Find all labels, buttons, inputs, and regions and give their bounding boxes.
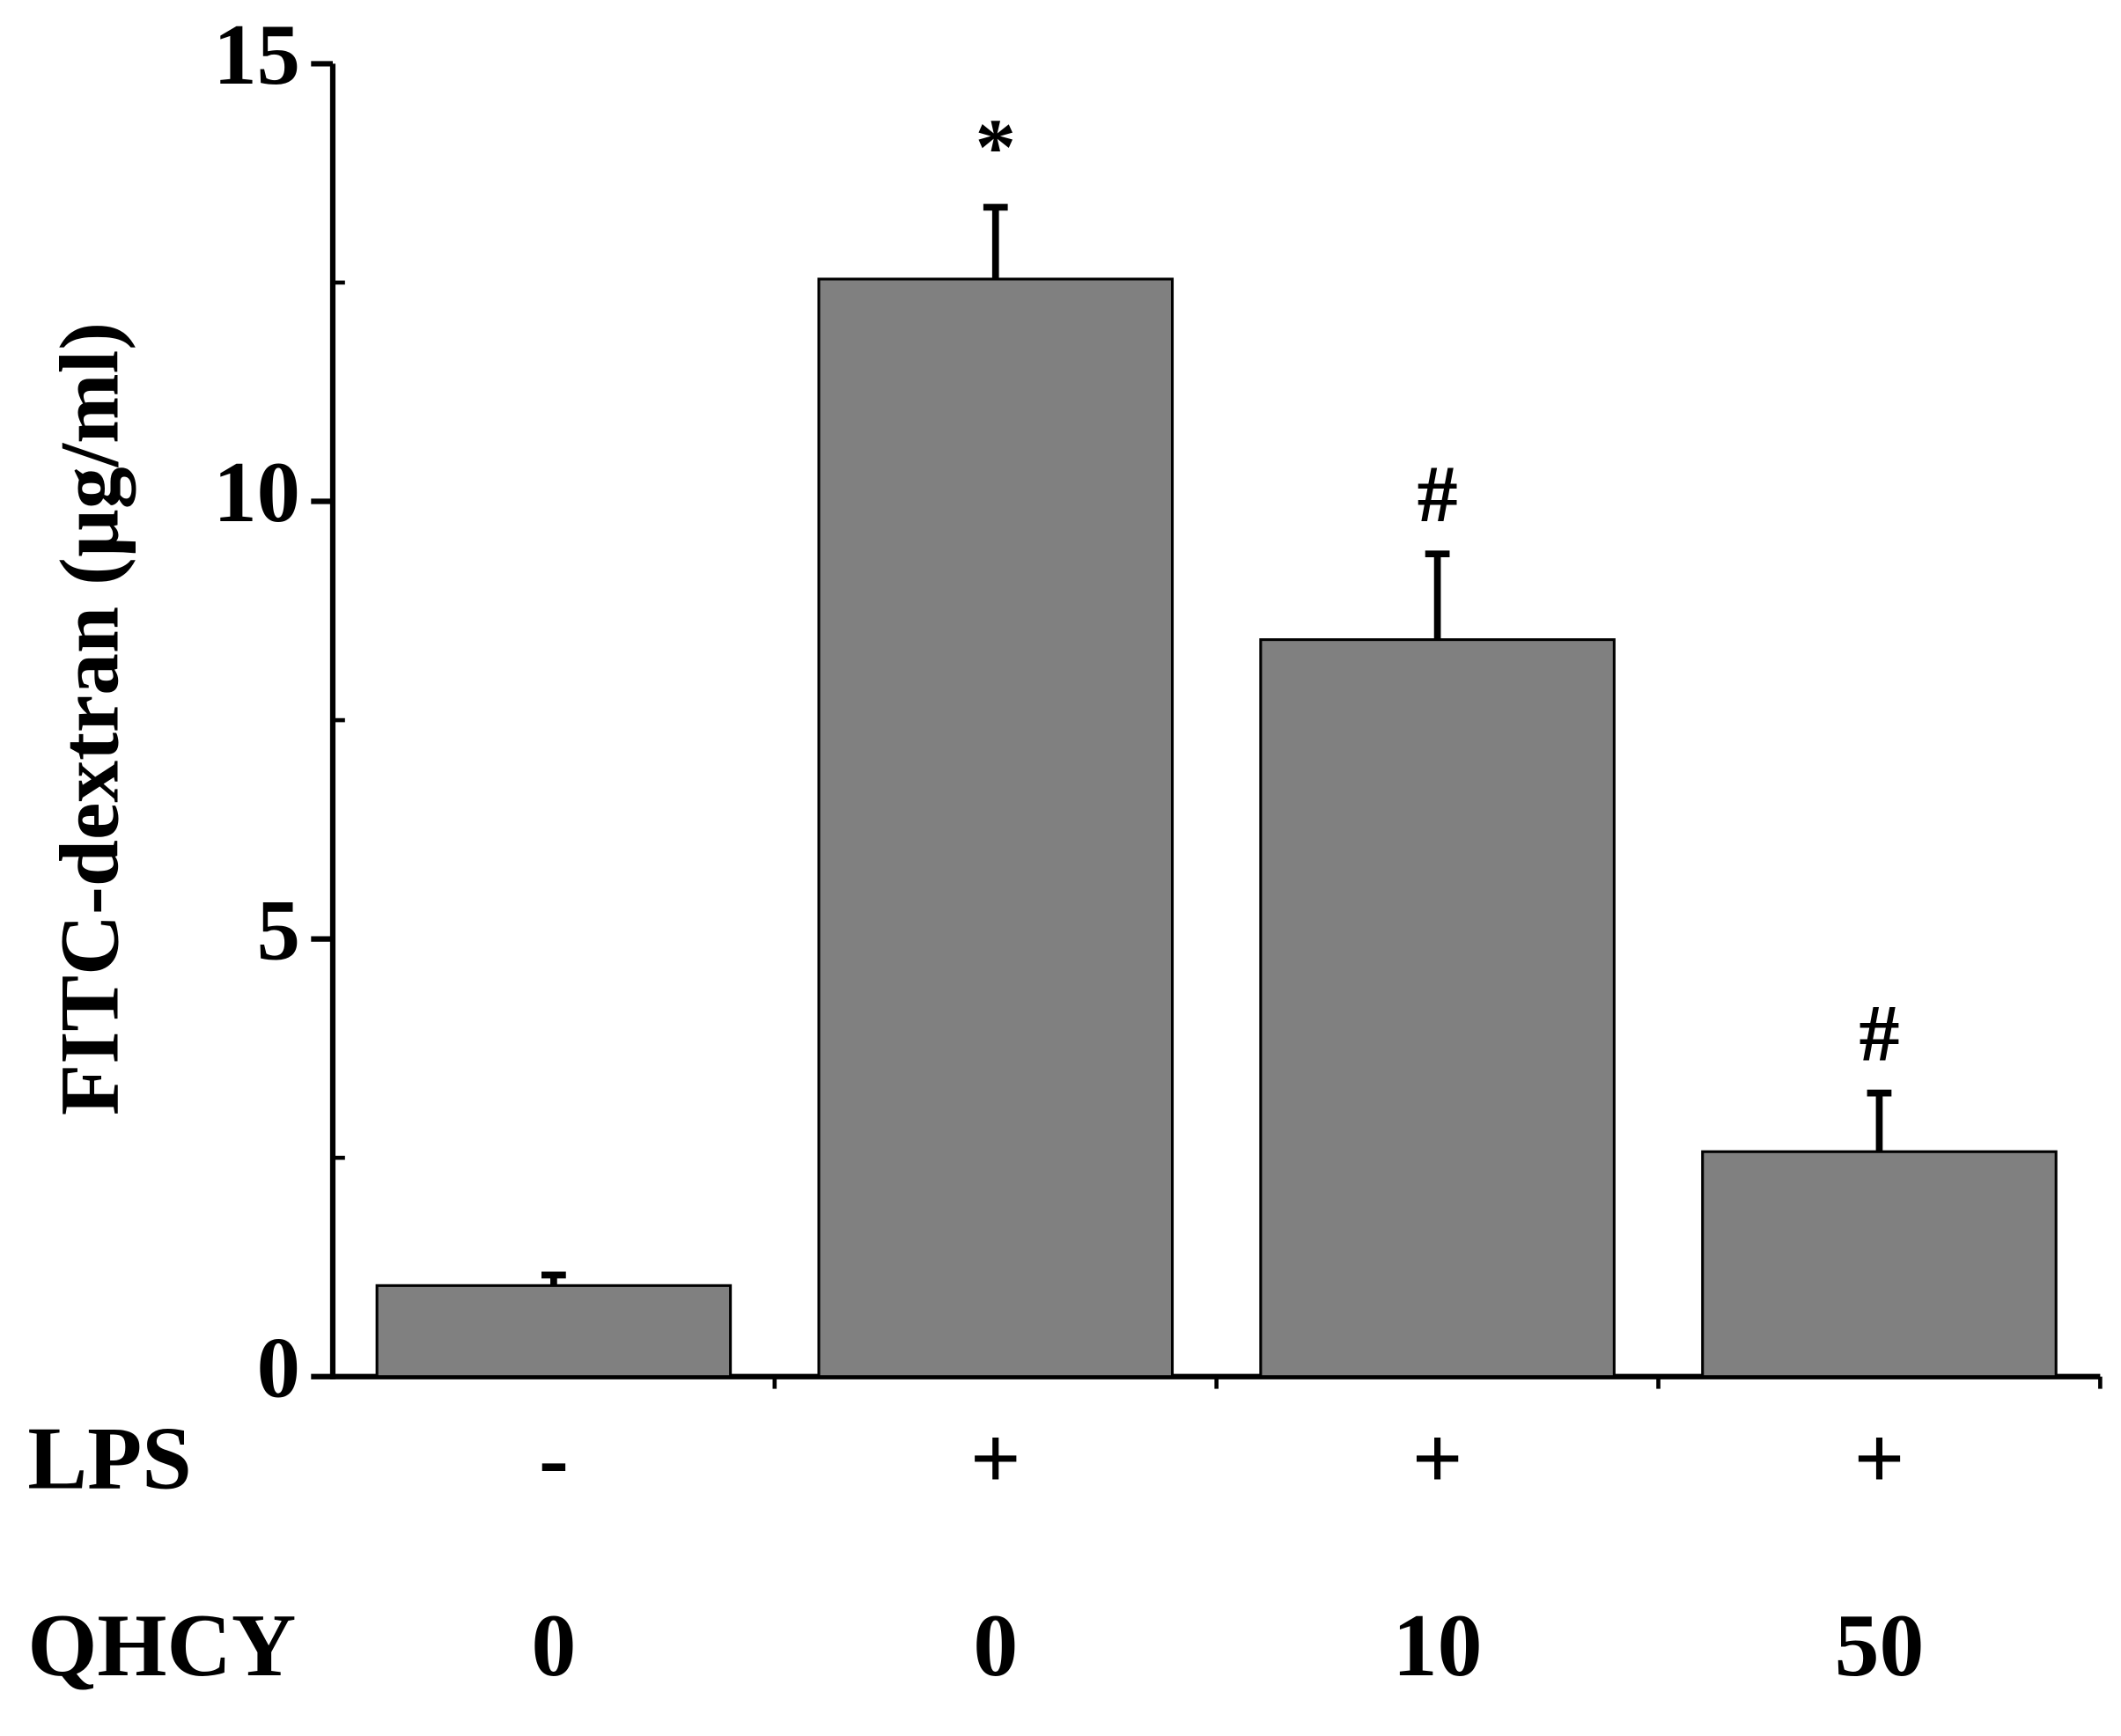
bar bbox=[817, 277, 1175, 1379]
error-bar bbox=[1425, 550, 1450, 640]
x-row-value: 10 bbox=[1393, 1595, 1483, 1695]
x-row-value: + bbox=[1412, 1408, 1463, 1507]
x-row-value: 50 bbox=[1835, 1595, 1925, 1695]
x-row-label: LPS bbox=[27, 1408, 191, 1507]
significance-label: # bbox=[1859, 988, 1899, 1078]
bar bbox=[1701, 1150, 2058, 1379]
x-row-value: 0 bbox=[531, 1595, 576, 1695]
error-bar bbox=[541, 1271, 566, 1286]
y-tick-label: 10 bbox=[213, 445, 300, 541]
x-row-value: - bbox=[539, 1408, 569, 1507]
significance-label: * bbox=[976, 102, 1016, 192]
x-row-label: QHCY bbox=[27, 1595, 296, 1695]
y-tick-label: 15 bbox=[213, 7, 300, 103]
y-tick-label: 5 bbox=[257, 882, 300, 978]
y-tick-label: 0 bbox=[257, 1320, 300, 1416]
bar bbox=[1259, 638, 1616, 1379]
y-axis-label: FITC-dextran (µg/ml) bbox=[42, 322, 136, 1115]
bar bbox=[375, 1284, 733, 1379]
x-row-value: + bbox=[970, 1408, 1021, 1507]
error-bar bbox=[983, 203, 1008, 279]
significance-label: # bbox=[1417, 449, 1457, 539]
error-bar bbox=[1867, 1089, 1892, 1152]
x-row-value: + bbox=[1853, 1408, 1904, 1507]
x-row-value: 0 bbox=[973, 1595, 1018, 1695]
